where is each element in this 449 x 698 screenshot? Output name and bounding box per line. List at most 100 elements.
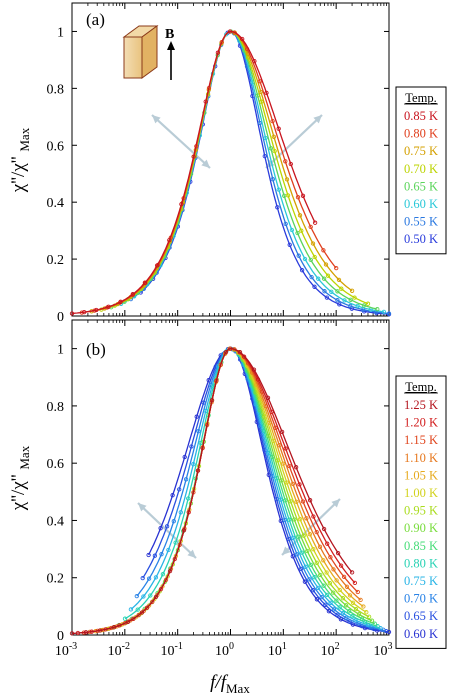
sample-orientation-inset: B — [122, 25, 175, 80]
legend-entry-b: 0.85 K — [404, 539, 438, 553]
data-point-b — [128, 607, 134, 612]
legend-entry-a: 0.50 K — [404, 232, 438, 246]
data-point-a — [268, 146, 274, 151]
data-point-a — [270, 118, 275, 124]
y-tick-label-a: 0.4 — [47, 196, 65, 211]
y-tick-label-a: 0.8 — [47, 82, 65, 97]
data-point-b — [298, 566, 304, 572]
data-point-a — [329, 289, 334, 294]
data-point-a — [271, 134, 277, 139]
y-tick-label-b: 0.8 — [47, 400, 65, 415]
trend-arrow-a — [265, 114, 323, 169]
panel-b-ylabel-text: χ''/χ'' — [8, 474, 29, 511]
series-line-b-095 — [107, 347, 370, 630]
data-point-b — [328, 555, 333, 560]
data-point-b — [328, 600, 333, 605]
data-point-a — [308, 224, 313, 230]
trend-arrowhead-b — [138, 503, 147, 512]
data-point-b — [183, 477, 189, 482]
data-point-b — [321, 526, 327, 532]
data-point-a — [386, 311, 392, 316]
data-point-b — [307, 498, 313, 503]
data-point-b — [134, 593, 139, 599]
data-point-a — [299, 228, 304, 233]
data-point-b — [69, 631, 75, 636]
data-point-b — [369, 618, 375, 623]
data-point-b — [321, 583, 326, 588]
data-point-a — [191, 154, 196, 159]
series-line-a-080 — [81, 30, 337, 314]
x-tick-label: 101 — [268, 641, 287, 659]
data-point-b — [237, 350, 243, 355]
data-point-a — [348, 303, 353, 309]
data-point-a — [167, 237, 172, 243]
legend-entry-a: 0.80 K — [404, 127, 438, 141]
data-point-a — [283, 221, 288, 227]
data-point-b — [305, 548, 310, 554]
data-point-b — [153, 594, 159, 600]
panel-a-legend: Temp. 0.85 K 0.80 K 0.75 K 0.70 K 0.65 K 0.60 … — [395, 86, 447, 255]
y-tick-label-a: 1 — [57, 25, 64, 40]
y-tick-label-a: 0 — [57, 310, 64, 325]
trend-arrow-b — [137, 502, 197, 559]
data-point-b — [311, 547, 316, 552]
data-point-a — [325, 273, 331, 278]
data-point-b — [167, 568, 173, 574]
x-tick-label: 10-2 — [108, 641, 130, 659]
data-point-a — [224, 32, 229, 37]
field-arrowhead-icon — [167, 41, 175, 50]
x-tick-label: 10-1 — [160, 641, 182, 659]
data-point-a — [275, 205, 280, 210]
series-line-b-080 — [124, 348, 378, 627]
panel-b-frame — [71, 319, 390, 636]
data-point-b — [292, 517, 297, 522]
data-point-a — [240, 36, 245, 42]
series-line-b-060 — [148, 348, 390, 633]
data-point-a — [154, 263, 160, 268]
data-point-b — [209, 398, 215, 403]
data-point-a — [337, 302, 342, 307]
data-point-a — [106, 304, 111, 309]
panel-a-ticks: 0 0.2 0.4 0.6 0.8 1 — [47, 3, 390, 325]
panel-b-ticks: 0 0.2 0.4 0.6 0.8 1 10-3 10-2 10-1 100 101 102 103 — [47, 320, 393, 659]
data-point-b — [277, 443, 282, 448]
data-point-b — [196, 429, 201, 434]
data-point-b — [178, 510, 183, 515]
data-point-a — [285, 193, 291, 198]
data-point-b — [181, 528, 187, 533]
data-point-a — [263, 135, 268, 141]
data-point-b — [315, 585, 321, 591]
data-point-a — [82, 309, 87, 315]
x-tick-label: 103 — [374, 641, 393, 659]
data-point-b — [170, 493, 175, 498]
data-point-a — [179, 202, 184, 207]
x-axis-label: f/fMax — [210, 672, 250, 696]
legend-entry-b: 0.75 K — [404, 574, 438, 588]
y-tick-label-a: 0.2 — [47, 253, 65, 268]
data-point-b — [189, 444, 194, 449]
data-point-b — [340, 610, 346, 616]
data-point-b — [290, 481, 296, 487]
field-label: B — [165, 27, 174, 42]
series-line-b-100 — [101, 348, 367, 631]
data-point-b — [349, 570, 355, 575]
data-point-a — [215, 50, 221, 55]
data-point-b — [163, 577, 169, 583]
data-point-b — [223, 349, 229, 355]
panel-a-curves — [69, 29, 392, 317]
data-point-a — [335, 289, 340, 294]
data-point-b — [335, 612, 340, 617]
data-point-b — [331, 590, 336, 595]
data-point-b — [140, 575, 145, 581]
data-point-b — [83, 630, 89, 635]
data-point-b — [164, 524, 170, 529]
series-line-a-060 — [120, 30, 385, 313]
data-point-a — [283, 159, 288, 164]
trend-arrowhead-a — [313, 115, 322, 124]
data-point-b — [139, 611, 144, 616]
panel-a-trend-arrows — [151, 114, 323, 169]
y-tick-label-b: 1 — [57, 343, 64, 358]
data-point-a — [289, 227, 295, 233]
data-point-b — [186, 496, 191, 501]
